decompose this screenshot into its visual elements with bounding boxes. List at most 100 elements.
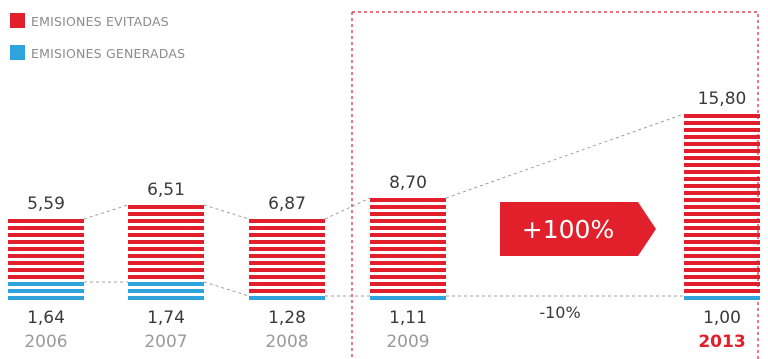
bar-evitadas-2013-stripe [684, 282, 760, 286]
bar-evitadas-2006-stripe [8, 226, 84, 230]
connector-lines [83, 113, 685, 297]
bar-evitadas-2009-stripe [370, 261, 446, 265]
connector-top-2009-2013 [445, 113, 685, 199]
bar-evitadas-2006-stripe [8, 219, 84, 223]
bar-evitadas-2013-stripe [684, 254, 760, 258]
bar-evitadas-2007-stripe [128, 254, 204, 258]
connector-top-2008-2009 [324, 197, 371, 220]
bar-generadas-2006-stripe [8, 282, 84, 286]
bar-evitadas-2013-stripe [684, 135, 760, 139]
bar-evitadas-2006-stripe [8, 254, 84, 258]
bar-evitadas-2007-stripe [128, 240, 204, 244]
bar-evitadas-2013-stripe [684, 212, 760, 216]
growth-callout: +100% [500, 202, 656, 256]
bar-evitadas-2013-stripe [684, 233, 760, 237]
bar-evitadas-2013-stripe [684, 268, 760, 272]
bar-generadas-2013-stripe [684, 296, 760, 300]
bar-evitadas-2009-stripe [370, 226, 446, 230]
value-label-evitadas-2007: 6,51 [147, 180, 185, 200]
legend-label-evitadas: EMISIONES EVITADAS [31, 14, 169, 29]
year-label-2006: 2006 [24, 332, 67, 352]
bar-evitadas-2008-stripe [249, 254, 325, 258]
bar-evitadas-2007-stripe [128, 233, 204, 237]
bar-evitadas-2009-stripe [370, 205, 446, 209]
bar-evitadas-2013-stripe [684, 240, 760, 244]
value-label-evitadas-2013: 15,80 [698, 89, 747, 109]
year-label-2008: 2008 [265, 332, 308, 352]
bar-generadas-2007-stripe [128, 289, 204, 293]
value-label-evitadas-2006: 5,59 [27, 194, 65, 214]
bar-evitadas-2013-stripe [684, 219, 760, 223]
labels: 5,59 1,64 2006 6,51 1,74 2007 6,87 1,28 2008 8,70… [24, 89, 746, 352]
value-label-evitadas-2009: 8,70 [389, 173, 427, 193]
bar-evitadas-2006-stripe [8, 233, 84, 237]
bar-evitadas-2007-stripe [128, 219, 204, 223]
bar-evitadas-2007-stripe [128, 226, 204, 230]
bar-evitadas-2013-stripe [684, 275, 760, 279]
value-label-generadas-2013: 1,00 [703, 308, 741, 328]
bar-evitadas-2008-stripe [249, 275, 325, 279]
year-label-2013: 2013 [698, 332, 745, 352]
bar-evitadas-2009-stripe [370, 212, 446, 216]
bar-generadas-2007-stripe [128, 282, 204, 286]
bar-evitadas-2013-stripe [684, 177, 760, 181]
bar-evitadas-2009-stripe [370, 282, 446, 286]
bars [8, 114, 760, 300]
bar-evitadas-2009-stripe [370, 275, 446, 279]
year-label-2007: 2007 [144, 332, 187, 352]
bar-evitadas-2008-stripe [249, 282, 325, 286]
bar-evitadas-2013-stripe [684, 163, 760, 167]
bar-evitadas-2009-stripe [370, 240, 446, 244]
value-label-generadas-2006: 1,64 [27, 308, 65, 328]
bar-evitadas-2013-stripe [684, 156, 760, 160]
bar-evitadas-2009-stripe [370, 233, 446, 237]
bar-evitadas-2006-stripe [8, 268, 84, 272]
bar-generadas-2006-stripe [8, 289, 84, 293]
legend: EMISIONES EVITADAS EMISIONES GENERADAS [10, 13, 185, 61]
bar-generadas-2008-stripe [249, 296, 325, 300]
legend-swatch-evitadas [10, 13, 25, 28]
bar-evitadas-2013-stripe [684, 128, 760, 132]
bar-evitadas-2007-stripe [128, 261, 204, 265]
growth-arrow [500, 202, 656, 256]
bar-evitadas-2008-stripe [249, 247, 325, 251]
bar-evitadas-2008-stripe [249, 233, 325, 237]
bar-evitadas-2007-stripe [128, 212, 204, 216]
bar-evitadas-2013-stripe [684, 247, 760, 251]
value-label-generadas-2009: 1,11 [389, 308, 427, 328]
bar-evitadas-2008-stripe [249, 240, 325, 244]
bar-evitadas-2013-stripe [684, 198, 760, 202]
bar-evitadas-2013-stripe [684, 261, 760, 265]
bar-evitadas-2006-stripe [8, 247, 84, 251]
connector-base-2007-2008 [203, 281, 250, 297]
year-label-2009: 2009 [386, 332, 429, 352]
bar-evitadas-2013-stripe [684, 149, 760, 153]
bar-evitadas-2009-stripe [370, 289, 446, 293]
bar-evitadas-2007-stripe [128, 247, 204, 251]
bar-evitadas-2013-stripe [684, 226, 760, 230]
bar-evitadas-2013-stripe [684, 184, 760, 188]
connector-top-2007-2008 [203, 204, 250, 220]
value-label-evitadas-2008: 6,87 [268, 194, 306, 214]
bar-evitadas-2013-stripe [684, 205, 760, 209]
bar-evitadas-2013-stripe [684, 170, 760, 174]
legend-label-generadas: EMISIONES GENERADAS [31, 46, 185, 61]
bar-evitadas-2009-stripe [370, 219, 446, 223]
reduction-label: -10% [539, 303, 580, 322]
bar-evitadas-2009-stripe [370, 254, 446, 258]
bar-evitadas-2013-stripe [684, 121, 760, 125]
bar-evitadas-2009-stripe [370, 247, 446, 251]
legend-swatch-generadas [10, 45, 25, 60]
bar-evitadas-2009-stripe [370, 268, 446, 272]
bar-evitadas-2007-stripe [128, 275, 204, 279]
bar-evitadas-2008-stripe [249, 226, 325, 230]
bar-evitadas-2013-stripe [684, 289, 760, 293]
bar-evitadas-2006-stripe [8, 240, 84, 244]
bar-generadas-2006-stripe [8, 296, 84, 300]
connector-top-2006-2007 [83, 204, 129, 220]
bar-evitadas-2008-stripe [249, 289, 325, 293]
bar-generadas-2007-stripe [128, 296, 204, 300]
bar-evitadas-2013-stripe [684, 142, 760, 146]
bar-evitadas-2006-stripe [8, 261, 84, 265]
